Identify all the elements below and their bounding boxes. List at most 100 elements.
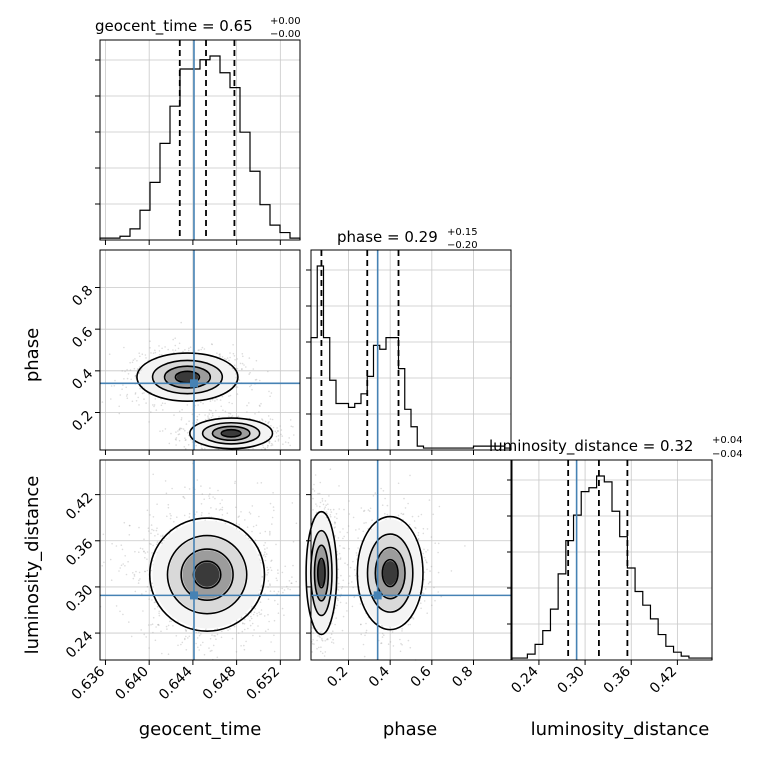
sample-point [426,612,429,614]
sample-point [134,393,137,395]
sample-point [365,622,367,625]
sample-point [321,652,324,655]
sample-point [223,357,226,360]
sample-point [321,500,324,502]
truth-lines [100,40,578,660]
sample-point [134,358,136,360]
sample-point [195,421,198,424]
sample-point [244,519,246,521]
sample-point [143,551,145,553]
sample-point [312,509,314,511]
sample-point [184,429,186,432]
sample-point [127,560,129,563]
sample-point [324,651,327,653]
sample-point [277,572,279,574]
sample-point [157,533,159,535]
sample-point [148,421,150,423]
sample-point [371,519,373,521]
sample-point [220,405,222,408]
sample-point [380,642,382,645]
sample-point [422,532,425,535]
sample-point [318,635,321,637]
sample-point [211,343,213,346]
sample-point [237,516,240,518]
sample-point [321,637,323,640]
sample-point [271,444,274,446]
sample-point [411,616,414,619]
sample-point [176,527,178,530]
sample-point [214,497,216,500]
sample-point [180,417,183,419]
sample-point [342,537,344,540]
sample-point [208,409,211,411]
sample-point [184,437,186,440]
sample-point [200,485,202,487]
contour-line [136,352,239,402]
sample-point [274,599,276,602]
sample-point [158,350,161,352]
sample-point [292,426,294,428]
sample-point [348,575,351,577]
sample-point [150,411,152,413]
sample-point [102,533,105,536]
sample-point [315,511,318,514]
sample-point [221,356,224,358]
sample-point [118,412,121,415]
sample-point [325,504,328,507]
sample-point [109,558,112,561]
sample-point [154,601,157,603]
sample-point [161,535,164,538]
sample-point [125,386,127,389]
sample-point [187,444,190,446]
sample-point [219,502,221,505]
sample-point [273,650,276,653]
sample-point [131,400,134,403]
sample-point [195,444,197,447]
sample-point [289,588,292,591]
contour-line [366,533,414,613]
title-luminosity-distance-sub: −0.04 [712,449,743,460]
sample-point [272,492,274,494]
sample-point [243,628,246,631]
sample-point [170,432,172,435]
sample-point [347,525,350,527]
sample-point [130,378,132,381]
sample-point [269,584,271,587]
sample-point [155,626,157,628]
sample-point [136,368,139,370]
sample-point [249,385,251,388]
sample-point [209,487,211,489]
sample-point [207,417,209,419]
sample-point [365,629,368,632]
sample-point [397,482,400,485]
sample-point [139,578,141,580]
sample-point [420,602,422,604]
sample-point [357,537,359,539]
sample-point [262,554,265,557]
sample-point [214,400,216,402]
sample-point [381,636,384,638]
sample-point [333,521,336,523]
sample-point [422,527,425,530]
sample-point [143,570,146,573]
sample-point [267,415,270,417]
sample-point [210,507,212,509]
sample-point [167,506,170,509]
sample-point [177,644,179,647]
sample-point [254,607,257,610]
sample-point [138,551,140,553]
sample-point [222,409,224,412]
sample-point [178,428,180,431]
sample-point [340,587,343,590]
sample-point [332,638,334,641]
sample-point [315,503,317,505]
sample-point [182,428,185,430]
title-geocent-time-sub: −0.00 [270,29,301,40]
sample-point [164,480,167,482]
sample-point [321,639,323,641]
sample-point [186,432,189,434]
sample-point [402,513,405,515]
sample-point [252,447,254,450]
sample-point [311,643,314,645]
sample-point [159,430,161,433]
